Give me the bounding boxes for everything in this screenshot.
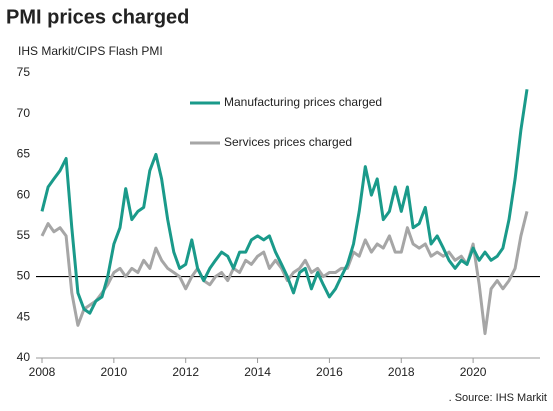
x-tick-label: 2016: [316, 365, 343, 379]
y-tick-label: 75: [17, 65, 31, 79]
y-tick-label: 65: [17, 147, 31, 161]
source: . Source: IHS Markit: [449, 392, 547, 404]
x-tick-label: 2014: [244, 365, 271, 379]
y-tick-label: 55: [17, 228, 31, 242]
series-line: [40, 89, 529, 315]
x-tick-label: 2020: [460, 365, 487, 379]
x-tick-label: 2008: [29, 365, 56, 379]
legend-label: Services prices charged: [224, 135, 352, 149]
y-tick-label: 40: [17, 350, 31, 364]
chart-subtitle: IHS Markit/CIPS Flash PMI: [18, 44, 163, 58]
x-tick-label: 2010: [101, 365, 128, 379]
y-tick-label: 70: [17, 106, 31, 120]
x-tick-label: 2012: [172, 365, 199, 379]
y-tick-label: 60: [17, 187, 31, 201]
y-tick-label: 45: [17, 309, 31, 323]
x-tick-label: 2018: [388, 365, 415, 379]
chart-title: PMI prices charged: [6, 6, 189, 28]
legend-label: Manufacturing prices charged: [224, 95, 382, 109]
y-tick-label: 50: [17, 269, 31, 283]
